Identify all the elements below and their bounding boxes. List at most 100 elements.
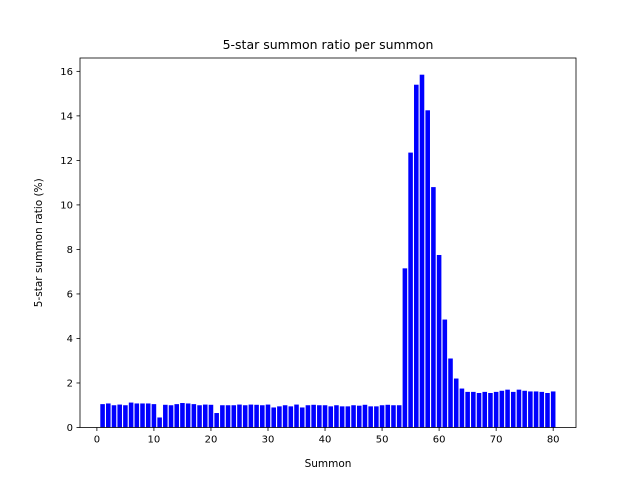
bar-63 [453, 378, 459, 428]
bar-3 [111, 405, 117, 428]
x-tick-label: 20 [205, 435, 218, 446]
y-tick-label: 4 [67, 334, 73, 345]
bar-50 [379, 405, 385, 428]
y-tick-label: 0 [67, 423, 73, 434]
bar-38 [311, 404, 316, 428]
y-tick-label: 12 [60, 156, 73, 167]
bar-24 [231, 405, 237, 428]
bar-21 [214, 413, 219, 428]
bar-28 [254, 404, 259, 428]
bar-8 [140, 403, 145, 428]
bar-77 [533, 391, 539, 428]
bar-55 [408, 152, 413, 428]
bar-43 [339, 406, 345, 428]
bar-17 [191, 404, 197, 428]
bar-19 [202, 404, 208, 428]
bar-18 [197, 405, 202, 428]
x-tick-label: 80 [547, 435, 560, 446]
bar-60 [436, 254, 442, 428]
bar-57 [419, 74, 425, 428]
x-axis-label: Summon [305, 458, 352, 470]
bar-48 [368, 406, 373, 428]
bar-49 [374, 406, 379, 428]
x-tick-label: 10 [148, 435, 161, 446]
bar-53 [396, 405, 402, 428]
bar-34 [288, 406, 294, 428]
bar-56 [414, 84, 419, 428]
bar-23 [225, 405, 231, 428]
bar-78 [539, 391, 545, 428]
bar-80 [550, 391, 556, 428]
bar-15 [180, 403, 185, 428]
y-tick-label: 6 [67, 289, 73, 300]
bar-75 [522, 390, 527, 428]
bar-37 [305, 405, 311, 428]
x-tick-label: 60 [433, 435, 446, 446]
bar-35 [294, 404, 299, 428]
bar-73 [510, 391, 516, 428]
bar-30 [265, 404, 271, 428]
x-axis-ticks: 0 10 20 30 40 50 60 70 80 [94, 427, 560, 446]
y-tick-label: 14 [60, 111, 73, 122]
bar-64 [459, 388, 465, 428]
bar-39 [317, 405, 322, 428]
bar-11 [157, 417, 162, 428]
bar-76 [528, 391, 533, 428]
y-tick-label: 10 [60, 200, 73, 211]
plot-frame [79, 57, 577, 428]
bar-25 [237, 404, 242, 428]
bar-7 [134, 403, 140, 428]
bar-14 [174, 404, 180, 428]
bar-52 [391, 405, 396, 428]
bar-65 [465, 391, 470, 428]
bar-74 [516, 389, 522, 428]
bar-27 [248, 404, 254, 428]
bar-20 [208, 404, 214, 428]
bar-72 [505, 389, 510, 428]
bar-59 [431, 187, 436, 428]
y-tick-label: 16 [60, 67, 73, 78]
bar-13 [168, 405, 174, 428]
x-tick-label: 40 [319, 435, 332, 446]
bar-45 [351, 405, 356, 428]
chart-title: 5-star summon ratio per summon [223, 37, 434, 52]
bar-33 [282, 405, 288, 428]
bar-10 [151, 404, 157, 428]
bars-group [100, 74, 556, 428]
bar-47 [362, 404, 368, 428]
bar-54 [402, 268, 408, 428]
x-tick-label: 50 [376, 435, 389, 446]
bar-44 [345, 406, 351, 428]
bar-66 [471, 391, 476, 428]
bar-32 [277, 406, 282, 428]
bar-6 [128, 402, 134, 428]
bar-67 [476, 392, 482, 428]
bar-22 [220, 405, 225, 428]
bar-16 [185, 403, 191, 428]
bar-42 [334, 405, 339, 428]
bar-9 [145, 403, 151, 428]
y-tick-label: 2 [67, 378, 73, 389]
bar-31 [271, 407, 276, 428]
x-tick-label: 0 [94, 435, 100, 446]
bar-36 [299, 407, 305, 428]
bar-62 [448, 358, 453, 428]
bar-4 [117, 404, 122, 428]
bar-61 [442, 319, 448, 428]
bar-1 [100, 404, 105, 428]
bar-46 [356, 405, 362, 428]
bar-68 [482, 391, 488, 428]
bar-29 [260, 405, 265, 428]
y-axis-ticks: 0 2 4 6 8 10 12 14 16 [60, 67, 80, 434]
y-axis-label: 5-star summon ratio (%) [33, 178, 45, 307]
x-tick-label: 30 [262, 435, 275, 446]
y-tick-label: 8 [67, 245, 73, 256]
bar-69 [488, 392, 493, 428]
bar-70 [493, 391, 499, 428]
bar-71 [499, 390, 505, 428]
bar-12 [163, 404, 168, 428]
bar-58 [425, 110, 430, 428]
bar-26 [242, 405, 248, 428]
bar-41 [328, 406, 334, 428]
